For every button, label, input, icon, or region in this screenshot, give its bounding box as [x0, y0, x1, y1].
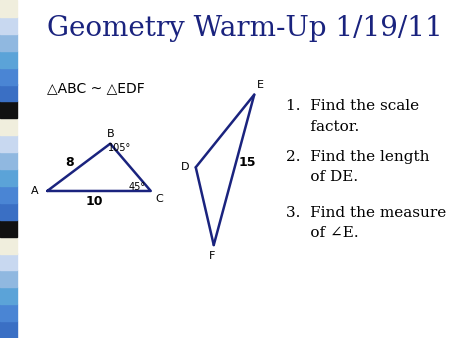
Text: 15: 15	[238, 156, 256, 169]
Text: factor.: factor.	[286, 120, 359, 134]
Text: 3.  Find the measure: 3. Find the measure	[286, 206, 446, 220]
Text: 2.  Find the length: 2. Find the length	[286, 150, 429, 164]
Text: of ∠E.: of ∠E.	[286, 226, 358, 240]
Text: of DE.: of DE.	[286, 170, 358, 185]
Text: 45°: 45°	[128, 182, 145, 192]
Text: D: D	[180, 162, 189, 172]
Text: 8: 8	[65, 156, 74, 169]
Text: △ABC ~ △EDF: △ABC ~ △EDF	[47, 81, 145, 95]
Text: F: F	[209, 251, 216, 261]
Text: E: E	[256, 79, 264, 90]
Text: 10: 10	[86, 195, 103, 208]
Text: B: B	[107, 128, 114, 139]
Text: Geometry Warm-Up 1/19/11: Geometry Warm-Up 1/19/11	[47, 15, 443, 42]
Text: C: C	[155, 194, 163, 204]
Text: A: A	[31, 186, 38, 196]
Text: 1.  Find the scale: 1. Find the scale	[286, 99, 419, 114]
Text: 105°: 105°	[108, 143, 131, 153]
